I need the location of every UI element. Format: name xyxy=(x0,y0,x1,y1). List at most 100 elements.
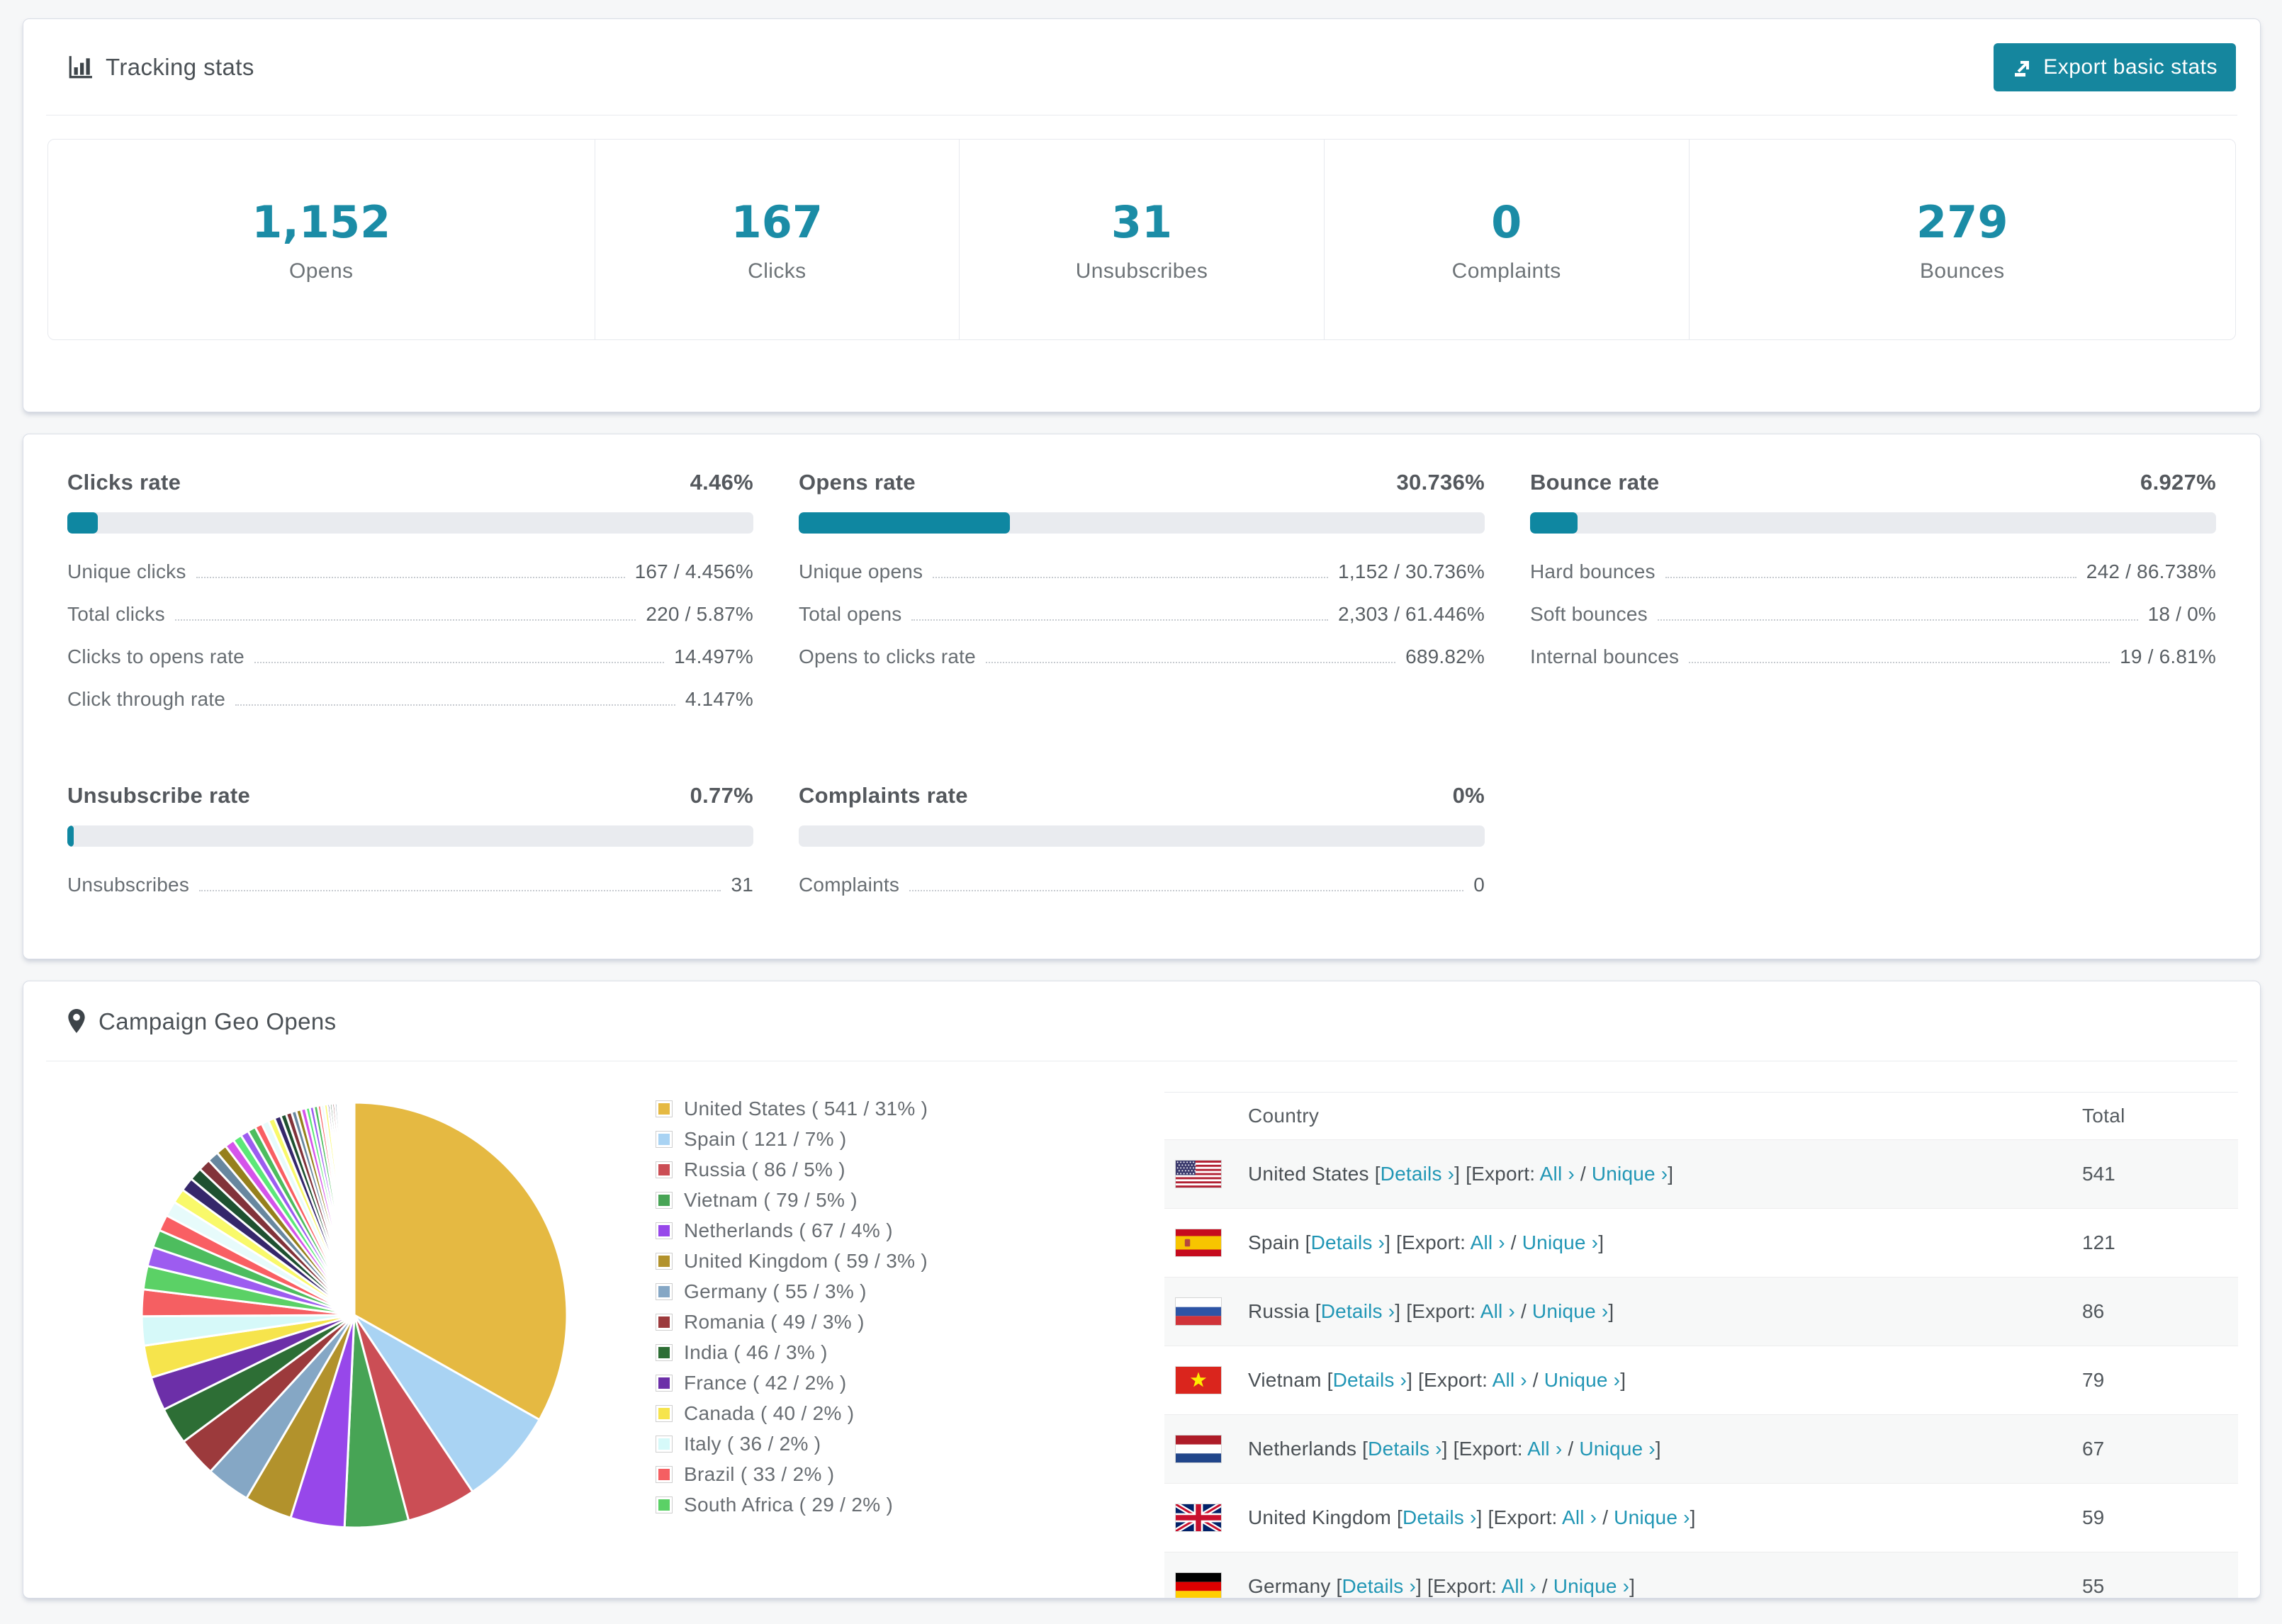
rate-detail-label: Hard bounces xyxy=(1530,560,1656,582)
legend-swatch xyxy=(656,1191,673,1209)
stat-label: Unsubscribes xyxy=(1075,259,1208,283)
details-link[interactable]: Details › xyxy=(1403,1506,1477,1528)
rate-detail-label: Unique opens xyxy=(799,560,923,582)
geo-table-row: Spain [Details ›] [Export: All › / Uniqu… xyxy=(1164,1208,2238,1277)
geo-table-header-total: Total xyxy=(2082,1105,2125,1127)
geo-table-row: Netherlands [Details ›] [Export: All › /… xyxy=(1164,1414,2238,1483)
dotted-leader xyxy=(199,890,721,891)
rate-detail-value: 18 / 0% xyxy=(2147,603,2216,625)
export-all-link[interactable]: All › xyxy=(1470,1231,1505,1253)
geo-row-total: 59 xyxy=(2082,1506,2105,1528)
rate-value: 6.927% xyxy=(2140,470,2216,495)
rates-grid: Clicks rate 4.46% Unique clicks 167 / 4.456… xyxy=(23,434,2260,916)
rate-detail-row: Soft bounces 18 / 0% xyxy=(1530,603,2216,626)
legend-swatch xyxy=(656,1222,673,1239)
legend-swatch xyxy=(656,1130,673,1148)
export-all-link[interactable]: All › xyxy=(1480,1300,1515,1322)
legend-item: South Africa ( 29 / 2% ) xyxy=(656,1489,928,1520)
dotted-leader xyxy=(235,704,675,706)
rate-detail-label: Opens to clicks rate xyxy=(799,645,976,667)
export-unique-link[interactable]: Unique › xyxy=(1553,1575,1630,1597)
rate-detail-row: Clicks to opens rate 14.497% xyxy=(67,645,753,668)
geo-row-country-name: United Kingdom xyxy=(1248,1506,1398,1528)
geo-table-row: Germany [Details ›] [Export: All › / Uni… xyxy=(1164,1552,2238,1598)
rate-detail-label: Total opens xyxy=(799,603,902,625)
rate-value: 4.46% xyxy=(690,470,753,495)
details-link[interactable]: Details › xyxy=(1332,1369,1407,1391)
rate-detail-row: Unsubscribes 31 xyxy=(67,874,753,896)
rate-detail-rows: Complaints 0 xyxy=(799,874,1485,896)
stat-label: Complaints xyxy=(1451,259,1561,283)
stat-value: 0 xyxy=(1491,196,1522,248)
geo-row-total: 67 xyxy=(2082,1438,2105,1460)
legend-item: Italy ( 36 / 2% ) xyxy=(656,1428,928,1459)
rate-detail-rows: Hard bounces 242 / 86.738% Soft bounces 18 … xyxy=(1530,560,2216,668)
dotted-leader xyxy=(1665,577,2076,578)
dotted-leader xyxy=(254,662,665,663)
legend-swatch xyxy=(656,1404,673,1422)
stat-value: 31 xyxy=(1111,196,1173,248)
rate-title: Clicks rate xyxy=(67,470,181,495)
export-all-link[interactable]: All › xyxy=(1527,1438,1563,1460)
legend-label: South Africa ( 29 / 2% ) xyxy=(684,1493,894,1516)
legend-label: Netherlands ( 67 / 4% ) xyxy=(684,1219,893,1241)
export-basic-stats-button[interactable]: Export basic stats xyxy=(1994,43,2236,91)
geo-table-body: United States [Details ›] [Export: All ›… xyxy=(1164,1139,2238,1598)
details-link[interactable]: Details › xyxy=(1310,1231,1386,1253)
rate-detail-row: Unique opens 1,152 / 30.736% xyxy=(799,560,1485,583)
legend-item: United States ( 541 / 31% ) xyxy=(656,1093,928,1124)
export-all-link[interactable]: All › xyxy=(1539,1163,1575,1185)
rate-detail-row: Opens to clicks rate 689.82% xyxy=(799,645,1485,668)
rate-block-clicks-rate: Clicks rate 4.46% Unique clicks 167 / 4.456… xyxy=(67,470,753,731)
rate-progress-fill xyxy=(67,512,99,534)
details-link[interactable]: Details › xyxy=(1380,1163,1455,1185)
vn-flag-icon xyxy=(1175,1366,1222,1394)
legend-label: France ( 42 / 2% ) xyxy=(684,1371,847,1394)
details-link[interactable]: Details › xyxy=(1368,1438,1442,1460)
export-all-link[interactable]: All › xyxy=(1492,1369,1527,1391)
geo-row-total: 55 xyxy=(2082,1575,2105,1597)
export-unique-link[interactable]: Unique › xyxy=(1544,1369,1621,1391)
geo-row-total: 86 xyxy=(2082,1300,2105,1322)
geo-row-country-cell: United Kingdom [Details ›] [Export: All … xyxy=(1248,1506,1696,1528)
geo-row-country-name: Netherlands xyxy=(1248,1438,1363,1460)
stat-cell-opens: 1,152 Opens xyxy=(48,140,595,339)
export-unique-link[interactable]: Unique › xyxy=(1614,1506,1690,1528)
es-flag-icon xyxy=(1175,1229,1222,1257)
rate-title: Complaints rate xyxy=(799,783,968,808)
export-unique-link[interactable]: Unique › xyxy=(1522,1231,1599,1253)
legend-label: Vietnam ( 79 / 5% ) xyxy=(684,1188,858,1211)
stat-label: Clicks xyxy=(748,259,806,283)
rate-detail-row: Internal bounces 19 / 6.81% xyxy=(1530,645,2216,668)
geo-opens-title-text: Campaign Geo Opens xyxy=(99,1008,337,1034)
rate-progress-bar xyxy=(67,825,753,847)
geo-pie-chart xyxy=(140,1101,568,1529)
tracking-stats-title: Tracking stats xyxy=(67,54,254,81)
export-unique-link[interactable]: Unique › xyxy=(1531,1300,1609,1322)
rate-detail-value: 19 / 6.81% xyxy=(2120,645,2216,667)
geo-row-country-name: Vietnam xyxy=(1248,1369,1327,1391)
details-link[interactable]: Details › xyxy=(1342,1575,1417,1597)
export-unique-link[interactable]: Unique › xyxy=(1591,1163,1668,1185)
stat-label: Bounces xyxy=(1919,259,2005,283)
rate-detail-label: Unique clicks xyxy=(67,560,186,582)
export-icon xyxy=(2015,61,2030,77)
rate-detail-value: 689.82% xyxy=(1405,645,1485,667)
legend-label: Canada ( 40 / 2% ) xyxy=(684,1402,855,1424)
legend-item: Netherlands ( 67 / 4% ) xyxy=(656,1215,928,1246)
rate-detail-label: Complaints xyxy=(799,874,900,896)
legend-item: Vietnam ( 79 / 5% ) xyxy=(656,1185,928,1215)
rate-block-opens-rate: Opens rate 30.736% Unique opens 1,152 / 30.… xyxy=(799,470,1485,688)
rate-value: 0.77% xyxy=(690,783,753,808)
rate-detail-value: 1,152 / 30.736% xyxy=(1338,560,1485,582)
legend-swatch xyxy=(656,1496,673,1513)
de-flag-icon xyxy=(1175,1572,1222,1598)
export-all-link[interactable]: All › xyxy=(1501,1575,1536,1597)
legend-label: Spain ( 121 / 7% ) xyxy=(684,1127,847,1150)
rate-title: Opens rate xyxy=(799,470,916,495)
export-unique-link[interactable]: Unique › xyxy=(1579,1438,1656,1460)
geo-table-row: Russia [Details ›] [Export: All › / Uniq… xyxy=(1164,1277,2238,1346)
details-link[interactable]: Details › xyxy=(1320,1300,1395,1322)
export-all-link[interactable]: All › xyxy=(1561,1506,1597,1528)
dotted-leader xyxy=(196,577,625,578)
